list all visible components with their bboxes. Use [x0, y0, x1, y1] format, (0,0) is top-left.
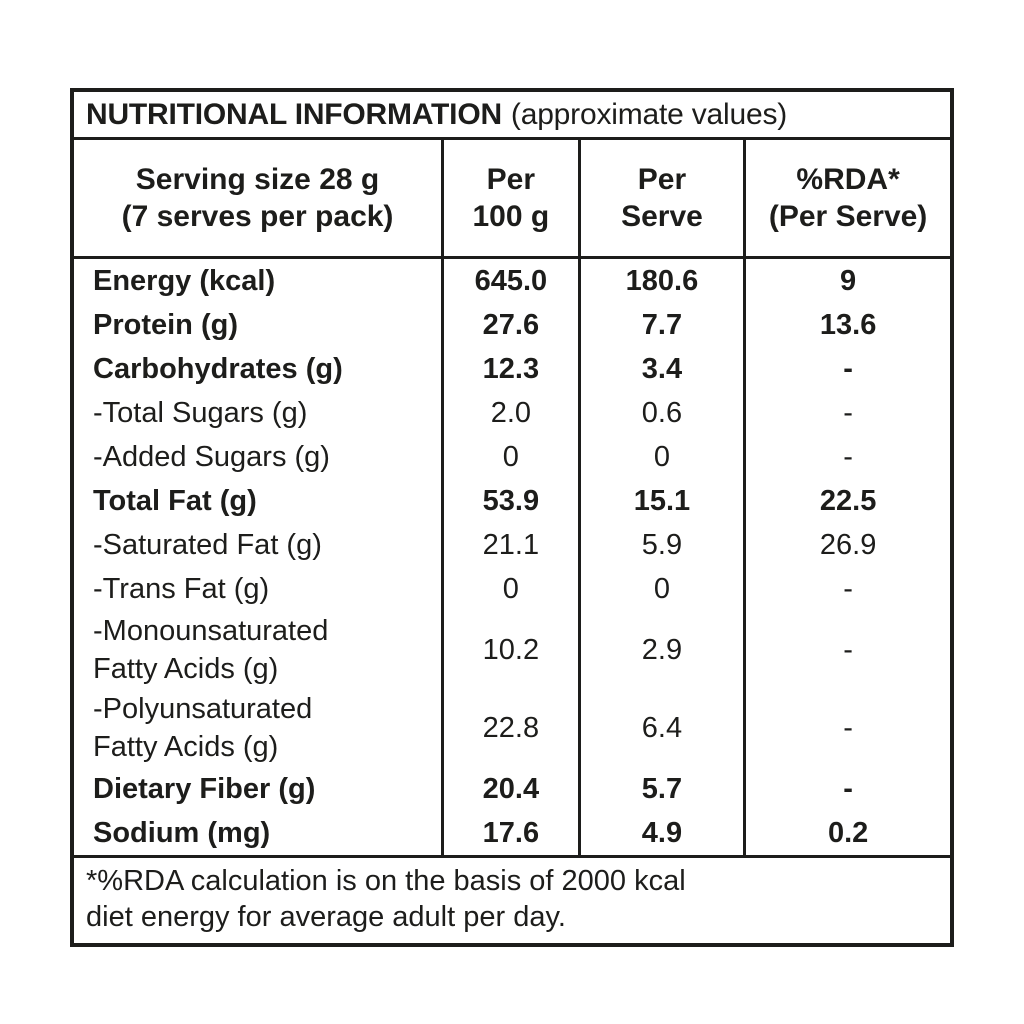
value-rda: 22.5	[743, 479, 950, 523]
nutrient-label: -Added Sugars (g)	[93, 441, 330, 473]
table-row: -Monounsaturated Fatty Acids (g) 10.2 2.9…	[74, 611, 950, 689]
header-per-serve: Per Serve	[577, 140, 744, 256]
value-per-100g: 0	[441, 567, 578, 611]
value-rda: -	[743, 391, 950, 435]
header-per-100g-line2: 100 g	[472, 200, 550, 233]
value-per-serve: 5.7	[577, 767, 744, 811]
value-rda: 0.2	[743, 811, 950, 855]
table-row: -Trans Fat (g) 0 0 -	[74, 567, 950, 611]
value-per-100g: 645.0	[441, 259, 578, 303]
table-row: -Saturated Fat (g) 21.1 5.9 26.9	[74, 523, 950, 567]
header-rda-line2: (Per Serve)	[768, 200, 928, 233]
table-header-row: Serving size 28 g (7 serves per pack) Pe…	[74, 140, 950, 259]
value-per-100g: 12.3	[441, 347, 578, 391]
nutrient-label: Sodium (mg)	[93, 817, 271, 849]
table-row: -Total Sugars (g) 2.0 0.6 -	[74, 391, 950, 435]
header-serving-size: Serving size 28 g (7 serves per pack)	[74, 140, 441, 256]
value-per-serve: 3.4	[577, 347, 744, 391]
nutrient-label: -Polyunsaturated Fatty Acids (g)	[93, 693, 313, 763]
table-row: Sodium (mg) 17.6 4.9 0.2	[74, 811, 950, 855]
table-row: Total Fat (g) 53.9 15.1 22.5	[74, 479, 950, 523]
value-rda: -	[743, 767, 950, 811]
header-rda-line1: %RDA*	[796, 163, 900, 196]
nutrient-label: -Total Sugars (g)	[93, 397, 308, 429]
value-per-serve: 5.9	[577, 523, 744, 567]
value-per-serve: 0.6	[577, 391, 744, 435]
table-row: Dietary Fiber (g) 20.4 5.7 -	[74, 767, 950, 811]
value-rda: -	[743, 347, 950, 391]
value-rda: -	[743, 611, 950, 689]
value-per-serve: 6.4	[577, 689, 744, 767]
header-per-100g-line1: Per	[486, 163, 536, 196]
table-row: Protein (g) 27.6 7.7 13.6	[74, 303, 950, 347]
value-per-100g: 20.4	[441, 767, 578, 811]
nutrient-label: -Trans Fat (g)	[93, 573, 270, 605]
header-serving-size-line2: (7 serves per pack)	[121, 200, 394, 233]
rda-footnote-line1: *%RDA calculation is on the basis of 200…	[86, 865, 686, 897]
panel-title-text: NUTRITIONAL INFORMATION	[86, 97, 502, 131]
nutrient-label: Total Fat (g)	[93, 485, 257, 517]
value-per-serve: 0	[577, 435, 744, 479]
value-per-100g: 10.2	[441, 611, 578, 689]
table-row: Energy (kcal) 645.0 180.6 9	[74, 259, 950, 303]
value-rda: 26.9	[743, 523, 950, 567]
table-body: Energy (kcal) 645.0 180.6 9 Protein (g) …	[74, 259, 950, 855]
header-per-serve-line1: Per	[637, 163, 687, 196]
table-row: -Added Sugars (g) 0 0 -	[74, 435, 950, 479]
value-rda: 9	[743, 259, 950, 303]
nutrient-label: Protein (g)	[93, 309, 238, 341]
nutrient-label: -Saturated Fat (g)	[93, 529, 322, 561]
nutrient-label: -Monounsaturated Fatty Acids (g)	[93, 615, 329, 685]
nutrient-label: Energy (kcal)	[93, 265, 276, 297]
rda-footnote-line2: diet energy for average adult per day.	[86, 901, 566, 933]
value-per-100g: 17.6	[441, 811, 578, 855]
table-row: Carbohydrates (g) 12.3 3.4 -	[74, 347, 950, 391]
value-rda: -	[743, 567, 950, 611]
value-per-serve: 180.6	[577, 259, 744, 303]
header-serving-size-line1: Serving size 28 g	[135, 163, 380, 196]
nutrient-label: Dietary Fiber (g)	[93, 773, 316, 805]
value-per-serve: 4.9	[577, 811, 744, 855]
header-per-serve-line2: Serve	[621, 200, 703, 233]
value-rda: 13.6	[743, 303, 950, 347]
panel-title: NUTRITIONAL INFORMATION (approximate val…	[74, 92, 950, 140]
header-rda: %RDA* (Per Serve)	[743, 140, 950, 256]
value-per-serve: 0	[577, 567, 744, 611]
value-per-100g: 22.8	[441, 689, 578, 767]
value-rda: -	[743, 689, 950, 767]
value-per-serve: 7.7	[577, 303, 744, 347]
value-per-100g: 53.9	[441, 479, 578, 523]
table-row: -Polyunsaturated Fatty Acids (g) 22.8 6.4…	[74, 689, 950, 767]
rda-footnote: *%RDA calculation is on the basis of 200…	[74, 855, 950, 943]
nutrient-label: Carbohydrates (g)	[93, 353, 343, 385]
panel-title-note: (approximate values)	[510, 97, 788, 131]
value-per-100g: 27.6	[441, 303, 578, 347]
nutrition-facts-panel: NUTRITIONAL INFORMATION (approximate val…	[70, 88, 954, 947]
header-per-100g: Per 100 g	[441, 140, 578, 256]
value-rda: -	[743, 435, 950, 479]
value-per-serve: 2.9	[577, 611, 744, 689]
value-per-100g: 2.0	[441, 391, 578, 435]
value-per-100g: 0	[441, 435, 578, 479]
value-per-serve: 15.1	[577, 479, 744, 523]
value-per-100g: 21.1	[441, 523, 578, 567]
